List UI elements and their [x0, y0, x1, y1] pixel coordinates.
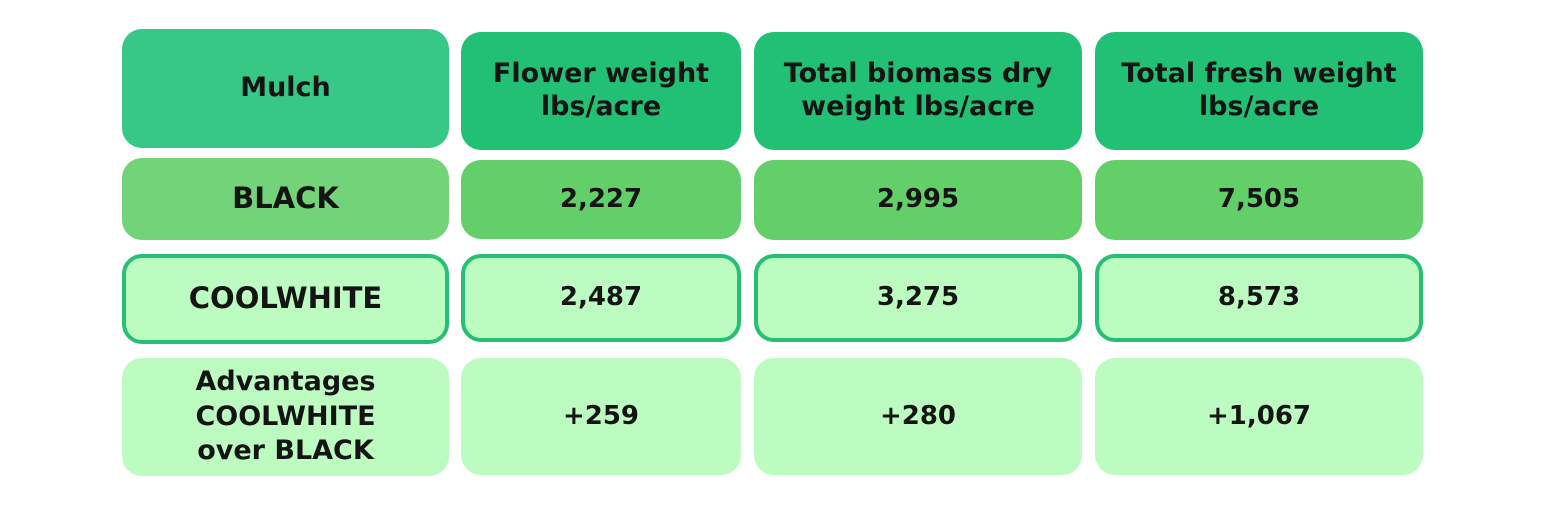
row-black-flower-weight-value: 2,227 [559, 183, 643, 214]
row-coolwhite-fresh-weight-value: 8,573 [1217, 282, 1301, 313]
header-biomass-dry-weight-label: Total biomass dry weight lbs/acre [783, 58, 1053, 122]
row-coolwhite-biomass-dry-weight-value: 3,275 [876, 282, 960, 313]
row-coolwhite-fresh-weight: 8,573 [1095, 254, 1423, 342]
row-advantages-biomass-dry-weight-value: +280 [879, 400, 957, 431]
row-advantages-flower-weight: +259 [461, 358, 741, 475]
row-advantages-biomass-dry-weight: +280 [754, 358, 1082, 475]
row-black-fresh-weight-value: 7,505 [1217, 184, 1301, 215]
header-flower-weight-label: Flower weight lbs/acre [492, 58, 710, 122]
row-black-biomass-dry-weight: 2,995 [754, 160, 1082, 240]
row-coolwhite-flower-weight: 2,487 [461, 254, 741, 342]
row-black-fresh-weight: 7,505 [1095, 160, 1423, 240]
row-advantages-label: Advantages COOLWHITE over BLACK [122, 358, 449, 476]
row-black-biomass-dry-weight-value: 2,995 [876, 184, 960, 215]
row-black-label-text: BLACK [232, 181, 339, 216]
header-fresh-weight-label: Total fresh weight lbs/acre [1121, 58, 1397, 122]
header-flower-weight: Flower weight lbs/acre [461, 32, 741, 150]
header-biomass-dry-weight: Total biomass dry weight lbs/acre [754, 32, 1082, 150]
row-advantages-fresh-weight: +1,067 [1095, 358, 1423, 475]
header-fresh-weight: Total fresh weight lbs/acre [1095, 32, 1423, 150]
row-coolwhite-label: COOLWHITE [122, 254, 449, 344]
row-coolwhite-biomass-dry-weight: 3,275 [754, 254, 1082, 342]
row-advantages-fresh-weight-value: +1,067 [1206, 400, 1312, 431]
row-advantages-flower-weight-value: +259 [562, 400, 640, 431]
row-coolwhite-flower-weight-value: 2,487 [559, 282, 643, 313]
row-black-flower-weight: 2,227 [461, 160, 741, 239]
row-advantages-label-text: Advantages COOLWHITE over BLACK [195, 366, 376, 467]
header-mulch-label: Mulch [240, 72, 331, 104]
row-black-label: BLACK [122, 158, 449, 240]
row-coolwhite-label-text: COOLWHITE [188, 281, 383, 316]
header-mulch: Mulch [122, 29, 449, 148]
